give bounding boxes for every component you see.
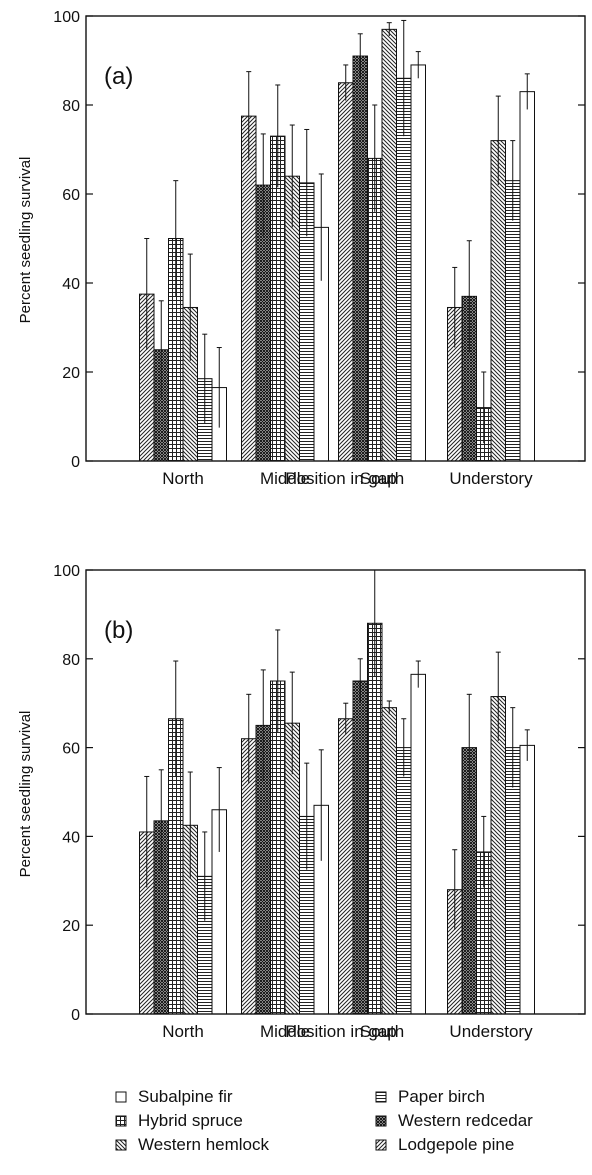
y-tick-label-a-0: 0	[71, 454, 80, 471]
y-axis-label-b: Percent seedling survival	[17, 711, 34, 878]
bar-b-2-4	[396, 747, 412, 1015]
bar-b-2-5	[410, 673, 426, 1015]
x-tick-label-a-1: Middle	[260, 469, 310, 488]
panel-label-a: (a)	[104, 63, 133, 90]
legend-swatch-1	[375, 1091, 387, 1103]
legend-label-0: Subalpine fir	[138, 1087, 233, 1106]
bar-a-3-5	[519, 91, 535, 462]
x-axis-label-b: Position in gap	[285, 1022, 397, 1041]
bar-a-2-1	[352, 55, 368, 462]
legend-label-4: Western hemlock	[138, 1135, 270, 1154]
y-tick-label-b-100: 100	[53, 563, 80, 580]
bar-a-2-5	[410, 64, 426, 462]
y-axis-label-a: Percent seedling survival	[17, 157, 34, 324]
plot-frame-b	[85, 569, 586, 1015]
legend: Subalpine fir Paper birch Hybrid spruce Wes…	[115, 1087, 533, 1154]
panel-label-b: (b)	[104, 617, 133, 644]
y-tick-label-a-40: 40	[62, 276, 80, 293]
y-tick-label-a-60: 60	[62, 187, 80, 204]
bar-b-2-0	[338, 718, 354, 1015]
x-tick-label-a-0: North	[162, 469, 204, 488]
bar-b-3-3	[490, 696, 506, 1015]
bar-b-2-2	[367, 622, 383, 1015]
y-tick-label-b-40: 40	[62, 829, 80, 846]
x-tick-label-b-3: Understory	[449, 1022, 533, 1041]
bar-a-3-4	[505, 180, 521, 462]
bar-b-3-5	[519, 744, 535, 1015]
bar-a-1-0	[241, 115, 257, 462]
legend-label-3: Western redcedar	[398, 1111, 533, 1130]
y-tick-label-b-80: 80	[62, 652, 80, 669]
bar-a-2-3	[381, 28, 397, 462]
bar-b-2-1	[352, 680, 368, 1015]
bar-b-2-3	[381, 707, 397, 1015]
bar-a-3-3	[490, 140, 506, 462]
y-tick-label-b-20: 20	[62, 918, 80, 935]
legend-label-2: Hybrid spruce	[138, 1111, 243, 1130]
legend-swatch-5	[375, 1139, 387, 1151]
x-tick-label-b-0: North	[162, 1022, 204, 1041]
legend-swatch-3	[375, 1115, 387, 1127]
plot-frame-a	[85, 15, 586, 462]
y-tick-label-a-80: 80	[62, 98, 80, 115]
y-tick-label-b-60: 60	[62, 741, 80, 758]
y-tick-label-a-100: 100	[53, 9, 80, 26]
legend-swatch-2	[115, 1115, 127, 1127]
legend-swatch-0	[115, 1091, 127, 1103]
chart-panel-b: 0 20 40 60 80 100 North Middle South Understory (…	[17, 563, 586, 1041]
legend-swatch-4	[115, 1139, 127, 1151]
x-tick-label-b-1: Middle	[260, 1022, 310, 1041]
y-tick-label-b-0: 0	[71, 1007, 80, 1024]
x-axis-label-a: Position in gap	[285, 469, 397, 488]
x-tick-label-b-2: South	[360, 1022, 404, 1041]
legend-label-5: Lodgepole pine	[398, 1135, 514, 1154]
x-tick-label-a-3: Understory	[449, 469, 533, 488]
y-tick-label-a-20: 20	[62, 365, 80, 382]
chart-panel-a: 0 20 40 60 80 100 North Middle South Understory (…	[17, 9, 586, 488]
x-tick-label-a-2: South	[360, 469, 404, 488]
bar-a-2-0	[338, 82, 354, 462]
legend-label-1: Paper birch	[398, 1087, 485, 1106]
